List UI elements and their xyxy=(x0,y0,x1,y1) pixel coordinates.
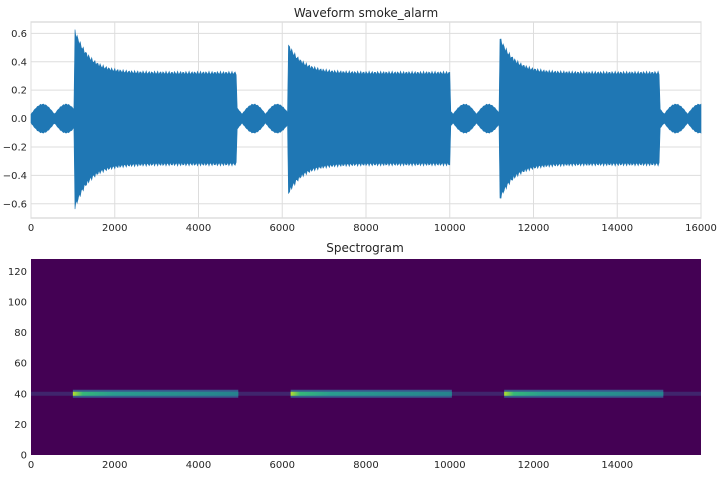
waveform-x-tick-label: 12000 xyxy=(518,223,550,234)
waveform-title: Waveform smoke_alarm xyxy=(294,6,438,20)
spectrogram-subplot: Spectrogram 0 2000 4000 6000 8000 10000 12000 1… xyxy=(8,241,701,471)
waveform-series xyxy=(30,29,702,210)
spectrogram-x-tick-label: 14000 xyxy=(601,460,633,471)
spectrogram-y-tick-label: 80 xyxy=(14,328,27,339)
waveform-subplot: Waveform smoke_alarm 0 2000 4000 6000 8000 10… xyxy=(3,6,717,234)
waveform-x-tick-label: 4000 xyxy=(186,223,211,234)
spectrogram-x-ticks: 0 2000 4000 6000 8000 10000 12000 14000 xyxy=(28,460,633,471)
spectrogram-y-ticks: 0 20 40 60 80 100 120 xyxy=(8,267,27,462)
spectrogram-x-tick-label: 10000 xyxy=(434,460,466,471)
waveform-x-tick-label: 0 xyxy=(28,223,34,234)
spectrogram-y-tick-label: 40 xyxy=(14,389,27,400)
spectrogram-band xyxy=(504,391,664,396)
spectrogram-x-tick-label: 6000 xyxy=(270,460,295,471)
waveform-y-tick-label: −0.4 xyxy=(3,171,27,182)
spectrogram-bands xyxy=(31,389,701,398)
spectrogram-y-tick-label: 60 xyxy=(14,359,27,370)
waveform-y-tick-label: −0.2 xyxy=(3,142,27,153)
waveform-x-tick-label: 8000 xyxy=(353,223,378,234)
spectrogram-title: Spectrogram xyxy=(326,241,404,255)
waveform-y-tick-label: 0.6 xyxy=(11,29,27,40)
waveform-y-tick-label: −0.6 xyxy=(3,199,27,210)
spectrogram-x-tick-label: 12000 xyxy=(518,460,550,471)
waveform-x-tick-label: 14000 xyxy=(601,223,633,234)
spectrogram-band xyxy=(290,391,452,396)
waveform-y-tick-label: 0.2 xyxy=(11,86,27,97)
spectrogram-x-tick-label: 8000 xyxy=(353,460,378,471)
spectrogram-y-tick-label: 120 xyxy=(8,267,27,278)
spectrogram-x-tick-label: 0 xyxy=(28,460,34,471)
spectrogram-y-tick-label: 20 xyxy=(14,420,27,431)
waveform-x-tick-label: 10000 xyxy=(434,223,466,234)
spectrogram-y-tick-label: 0 xyxy=(21,451,27,462)
waveform-y-tick-label: 0.4 xyxy=(11,57,27,68)
waveform-x-ticks: 0 2000 4000 6000 8000 10000 12000 14000 16000 xyxy=(28,223,717,234)
spectrogram-band xyxy=(72,391,239,396)
spectrogram-x-tick-label: 2000 xyxy=(102,460,127,471)
spectrogram-plot-area xyxy=(31,259,701,455)
waveform-x-tick-label: 6000 xyxy=(270,223,295,234)
waveform-y-ticks: −0.6 −0.4 −0.2 0.0 0.2 0.4 0.6 xyxy=(3,29,27,210)
waveform-x-tick-label: 2000 xyxy=(102,223,127,234)
spectrogram-y-tick-label: 100 xyxy=(8,297,27,308)
waveform-y-tick-label: 0.0 xyxy=(11,114,27,125)
spectrogram-x-tick-label: 4000 xyxy=(186,460,211,471)
waveform-x-tick-label: 16000 xyxy=(685,223,717,234)
